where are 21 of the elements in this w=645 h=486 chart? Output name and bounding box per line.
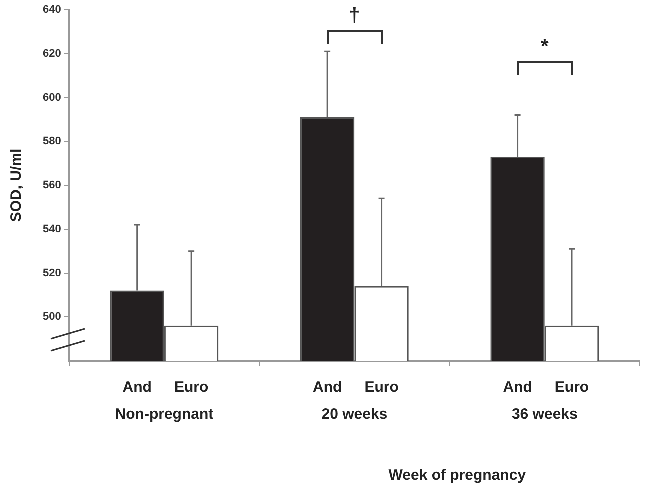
text: And [312,379,342,396]
y-tick-label: 620 [42,48,62,60]
y-tick-label: 500 [42,311,62,324]
series-label: Euro [174,379,209,396]
y-tick-label: 560 [42,180,62,192]
annotation: † [348,4,362,28]
y-tick-label: 540 [42,223,62,236]
y-tick-label: 580 [42,136,62,148]
y-axis-title: SOD, U/ml [8,148,26,222]
x-tick-label: 36 weeks [512,406,578,424]
y-tick-label: 520 [42,267,62,280]
text: And [122,379,152,396]
text: Euro [554,379,590,396]
y-tick-label: 600 [42,92,62,104]
annotation: * [540,35,550,59]
x-tick-label: Non-pregnant [115,406,214,424]
text: Euro [364,379,399,396]
x-axis-title: Week of pregnancy [388,467,527,484]
x-tick-label: 20 weeks [322,406,388,424]
y-tick-label: 640 [42,4,62,16]
series-label: And [503,379,532,396]
